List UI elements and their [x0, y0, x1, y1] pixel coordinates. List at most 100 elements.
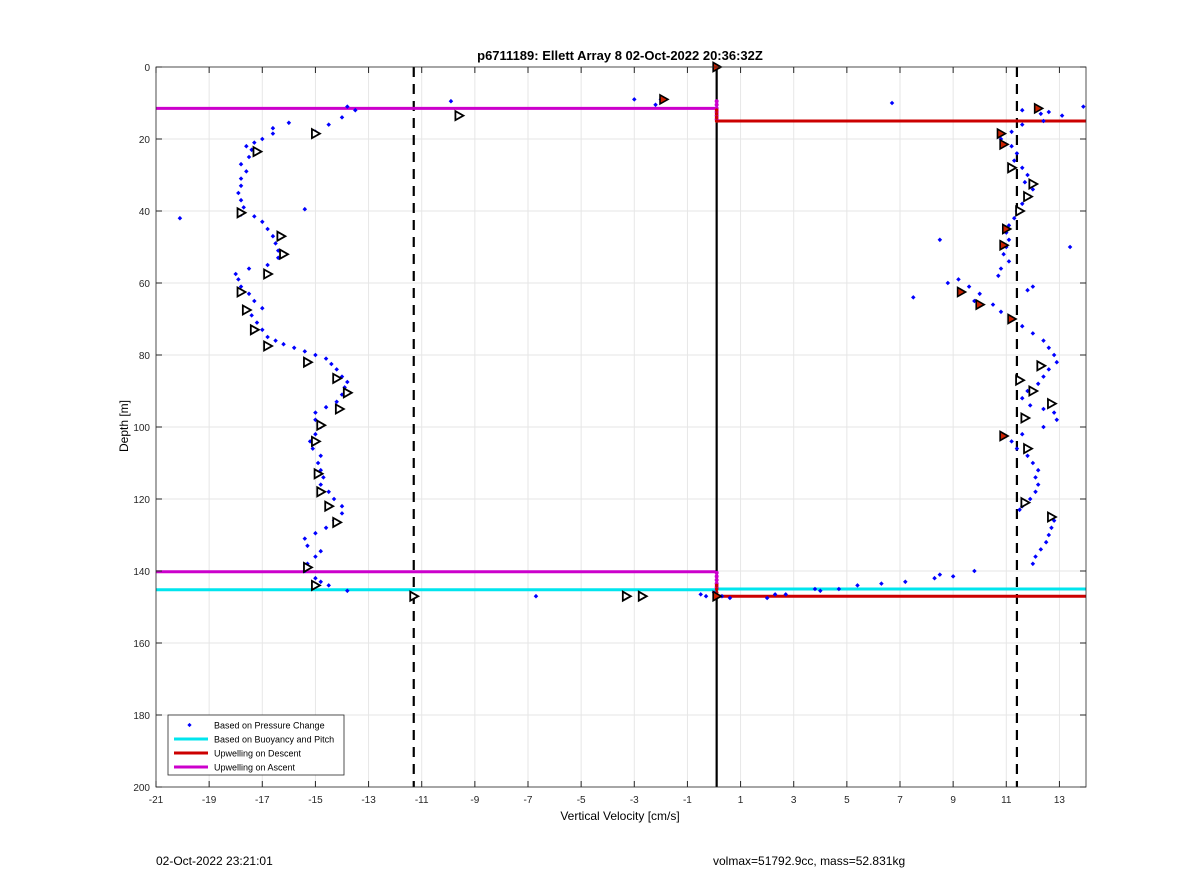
pressure-change-point: [996, 273, 1001, 279]
descent-zero-marker: [714, 587, 719, 591]
pressure-change-point: [1033, 489, 1038, 495]
pressure-change-point: [318, 453, 324, 459]
x-tick-label: 5: [844, 795, 850, 806]
pressure-change-point: [302, 536, 308, 541]
pressure-change-point: [265, 262, 270, 268]
buoyancy-triangle-marker: [249, 323, 261, 336]
buoyancy-triangle-marker: [279, 248, 290, 261]
pressure-change-point: [334, 367, 339, 372]
pressure-change-point: [339, 511, 345, 516]
pressure-change-point: [302, 349, 308, 354]
pressure-change-point: [1027, 496, 1033, 502]
buoyancy-triangle-marker: [303, 561, 314, 574]
x-tick-label: -15: [308, 795, 323, 806]
pressure-change-point: [331, 496, 337, 502]
y-tick-label: 200: [133, 783, 150, 794]
pressure-change-point: [323, 356, 329, 361]
descent-triangle-marker: [1001, 223, 1013, 235]
pressure-change-point: [1035, 381, 1041, 387]
buoyancy-triangle-marker: [303, 356, 314, 369]
buoyancy-triangle-marker: [263, 267, 274, 281]
x-tick-label: -7: [524, 795, 533, 806]
legend-label: Upwelling on Ascent: [214, 763, 296, 773]
pressure-change-point: [270, 233, 276, 239]
pressure-change-point: [260, 305, 265, 311]
ascent-zero-marker: [714, 570, 719, 575]
ascent-zero-marker: [714, 102, 719, 107]
buoyancy-triangle-marker: [1028, 384, 1040, 398]
buoyancy-triangle-marker: [1047, 397, 1058, 410]
descent-triangle-marker: [999, 138, 1010, 151]
ascent-zero-marker: [714, 574, 719, 579]
pressure-change-point: [318, 548, 324, 554]
pressure-change-point: [323, 525, 329, 531]
pressure-change-point: [1025, 453, 1030, 459]
buoyancy-triangle-marker: [409, 590, 421, 603]
buoyancy-triangle-marker: [454, 109, 466, 122]
buoyancy-triangle-marker: [316, 485, 328, 498]
pressure-change-point: [1009, 439, 1014, 444]
y-tick-label: 180: [133, 711, 150, 722]
pressure-change-point: [1019, 431, 1025, 437]
pressure-change-point: [1046, 532, 1052, 538]
pressure-change-point: [1027, 403, 1033, 408]
pressure-change-point: [236, 277, 241, 282]
y-tick-label: 160: [133, 639, 150, 650]
pressure-change-point: [1030, 460, 1036, 466]
pressure-change-point: [265, 334, 270, 340]
x-tick-label: 1: [738, 795, 744, 806]
pressure-change-point: [966, 284, 972, 289]
pressure-change-point: [1025, 287, 1030, 293]
axes: -21 -19 -17 -15 -13 -11 -9 -7 -5 -3 -1 1 3 5 7 9 11 13020…: [133, 63, 1087, 806]
descent-triangle-marker: [999, 239, 1010, 252]
pressure-change-point: [1067, 244, 1073, 250]
pressure-change-point: [956, 277, 961, 282]
buoyancy-triangle-marker: [1036, 359, 1048, 372]
grid: [155, 66, 1086, 788]
buoyancy-triangle-marker: [1028, 177, 1040, 191]
pressure-change-point: [345, 379, 350, 385]
pressure-change-point: [1054, 417, 1060, 423]
y-tick-label: 100: [133, 423, 150, 434]
pressure-change-point: [273, 338, 278, 343]
pressure-change-point: [310, 446, 316, 451]
x-tick-label: -13: [361, 795, 376, 806]
pressure-change-point: [326, 489, 331, 495]
footer-timestamp: 02-Oct-2022 23:21:01: [156, 854, 273, 868]
pressure-change-point: [313, 410, 318, 415]
descent-triangle-marker: [956, 286, 968, 298]
pressure-change-point: [1030, 187, 1036, 192]
pressure-change-point: [903, 579, 908, 585]
x-tick-label: 11: [1001, 795, 1012, 806]
x-axis-label: Vertical Velocity [cm/s]: [560, 809, 679, 823]
buoyancy-triangle-marker: [332, 372, 344, 385]
x-tick-label: -1: [683, 795, 692, 806]
x-tick-label: 3: [791, 795, 797, 806]
pressure-change-point: [291, 345, 297, 351]
descent-zero-marker: [714, 115, 719, 120]
pressure-change-point: [698, 592, 703, 597]
buoyancy-triangle-marker: [342, 386, 354, 399]
pressure-change-point: [318, 482, 324, 487]
pressure-change-point: [302, 206, 308, 212]
buoyancy-triangle-marker: [1023, 442, 1034, 455]
buoyancy-triangle-marker: [1047, 510, 1058, 524]
pressure-change-point: [1006, 259, 1012, 264]
pressure-change-point: [345, 588, 350, 594]
pressure-change-point: [1017, 507, 1022, 513]
buoyancy-triangle-marker: [311, 127, 322, 140]
pressure-change-point: [270, 131, 276, 136]
ascent-zero-marker: [714, 99, 719, 104]
pressure-change-point: [1035, 482, 1041, 487]
descent-triangle-marker: [1007, 313, 1018, 325]
descent-triangle-marker: [712, 590, 723, 603]
legend-label: Based on Pressure Change: [214, 721, 325, 731]
buoyancy-triangle-marker: [637, 590, 649, 603]
x-tick-label: -3: [630, 795, 639, 806]
buoyancy-triangle-marker: [1020, 496, 1032, 509]
footer-volmax-mass: volmax=51792.9cc, mass=52.831kg: [713, 854, 906, 868]
pressure-change-point: [1033, 554, 1038, 559]
pressure-change-point: [533, 593, 539, 599]
pressure-change-point: [1041, 374, 1046, 379]
legend: Based on Pressure Change Based on Buoyanc…: [167, 714, 345, 776]
